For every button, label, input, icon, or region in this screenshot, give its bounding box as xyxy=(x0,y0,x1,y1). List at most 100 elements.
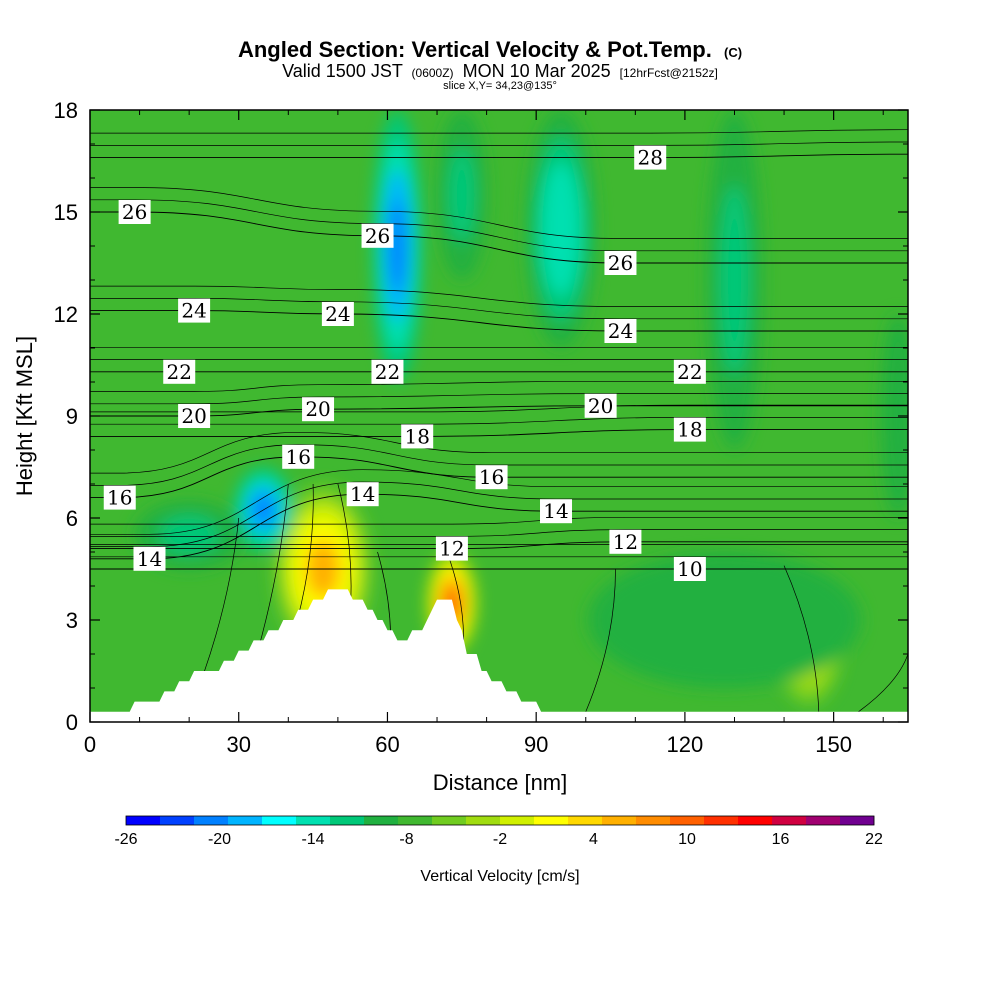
theta-contour-lowlevel xyxy=(585,568,616,712)
theta-label-text: 14 xyxy=(350,482,375,506)
theta-label-bg xyxy=(475,465,508,490)
theta-label-16: 16 xyxy=(282,444,315,469)
velocity-feature-downdraft-6 xyxy=(526,110,596,348)
theta-label-bg xyxy=(584,393,617,418)
theta-label-20: 20 xyxy=(584,393,617,418)
theta-label-24: 24 xyxy=(321,302,354,326)
theta-label-14: 14 xyxy=(133,546,166,571)
theta-contour-lowlevel xyxy=(783,565,820,712)
colorbar-swatch xyxy=(738,816,773,825)
y-axis-label: Height [Kft MSL] xyxy=(12,336,37,496)
theta-label-bg xyxy=(604,319,637,343)
theta-contour-minor xyxy=(90,469,908,535)
theta-label-text: 20 xyxy=(305,397,330,421)
colorbar-swatch xyxy=(670,816,705,825)
colorbar-tick-label: 22 xyxy=(865,831,883,848)
theta-label-text: 18 xyxy=(404,424,429,448)
colorbar-swatch xyxy=(262,816,297,825)
colorbar-swatch xyxy=(398,816,433,825)
colorbar-tick-label: -26 xyxy=(114,831,137,848)
colorbar-tick-label: 10 xyxy=(678,831,696,848)
theta-label-text: 26 xyxy=(608,251,633,275)
theta-label-bg xyxy=(163,359,196,384)
subtitle-date: MON 10 Mar 2025 xyxy=(463,61,611,81)
theta-label-bg xyxy=(133,546,166,571)
theta-label-12: 12 xyxy=(435,536,468,561)
theta-contour-minor xyxy=(90,404,908,413)
theta-label-bg xyxy=(634,145,667,170)
plot-area: 10 12 12 14 14 14 16 16 16 18 18 20 20 20 22 22 22 24 24 24… xyxy=(90,110,908,722)
colorbar-tick-label: 4 xyxy=(589,831,598,848)
velocity-feature-downdraft-7 xyxy=(437,110,487,280)
theta-label-20: 20 xyxy=(302,397,335,422)
theta-label-text: 16 xyxy=(285,445,310,469)
colorbar-swatch xyxy=(704,816,739,825)
theta-label-22: 22 xyxy=(673,359,706,384)
theta-contour-minor xyxy=(90,393,908,405)
colorbar-swatch xyxy=(772,816,807,825)
colorbar-swatch xyxy=(568,816,603,825)
velocity-feature-downdraft-10 xyxy=(588,552,861,688)
colorbar-tick-label: -20 xyxy=(208,831,231,848)
velocity-band xyxy=(549,188,573,270)
theta-label-text: 24 xyxy=(325,302,350,326)
theta-label-text: 22 xyxy=(375,360,400,384)
theta-label-text: 18 xyxy=(677,418,702,442)
theta-contour-minor xyxy=(90,444,908,486)
theta-contour-minor xyxy=(90,187,908,239)
x-tick-label: 120 xyxy=(667,732,704,757)
theta-label-bg xyxy=(435,536,468,561)
x-tick-label: 90 xyxy=(524,732,548,757)
colorbar-swatch xyxy=(466,816,501,825)
theta-label-text: 12 xyxy=(439,537,464,561)
theta-label-24: 24 xyxy=(178,298,211,323)
velocity-band xyxy=(678,596,771,644)
theta-label-text: 22 xyxy=(167,360,192,384)
velocity-band xyxy=(453,166,471,224)
x-tick-label: 0 xyxy=(84,732,96,757)
theta-label-bg xyxy=(673,359,706,384)
theta-contour-labels: 10 12 12 14 14 14 16 16 16 18 18 20 20 20 22 22 22 24 24 24… xyxy=(103,145,706,581)
theta-label-22: 22 xyxy=(163,359,196,384)
y-tick-label: 9 xyxy=(66,404,78,429)
theta-label-text: 22 xyxy=(677,360,702,384)
theta-label-text: 10 xyxy=(677,557,702,581)
theta-label-text: 20 xyxy=(181,404,206,428)
chart-subtitle: Valid 1500 JST (0600Z) MON 10 Mar 2025 [… xyxy=(282,61,718,81)
y-tick-label: 3 xyxy=(66,608,78,633)
velocity-feature-downdraft-8 xyxy=(707,110,762,450)
theta-label-22: 22 xyxy=(371,359,404,384)
theta-label-bg xyxy=(118,200,151,224)
x-tick-label: 150 xyxy=(815,732,852,757)
theta-contour-minor xyxy=(90,298,908,320)
theta-contour-12 xyxy=(90,541,908,550)
theta-label-bg xyxy=(604,251,637,275)
theta-label-16: 16 xyxy=(103,485,136,510)
theta-label-text: 12 xyxy=(613,530,638,554)
colorbar-swatch xyxy=(534,816,569,825)
theta-label-bg xyxy=(282,444,315,469)
theta-label-26: 26 xyxy=(118,200,151,224)
theta-contour-minor xyxy=(90,529,908,537)
theta-label-18: 18 xyxy=(673,417,706,442)
slice-label: slice X,Y= 34,23@135° xyxy=(443,80,557,92)
y-tick-label: 15 xyxy=(54,200,78,225)
colorbar-tick-label: -8 xyxy=(399,831,413,848)
chart-title-text: Angled Section: Vertical Velocity & Pot.… xyxy=(238,37,712,62)
colorbar-swatch xyxy=(330,816,365,825)
theta-label-bg xyxy=(401,424,434,449)
theta-contour-minor xyxy=(90,199,908,252)
velocity-band xyxy=(725,222,744,338)
chart-title: Angled Section: Vertical Velocity & Pot.… xyxy=(238,37,742,62)
subtitle-utc: (0600Z) xyxy=(412,66,454,80)
theta-contour-minor xyxy=(90,129,908,134)
theta-label-bg xyxy=(371,359,404,384)
theta-label-14: 14 xyxy=(540,499,573,524)
y-axis: 0 3 6 9 12 15 18 xyxy=(54,98,908,735)
theta-contour-minor xyxy=(90,285,908,307)
colorbar-tick-label: 16 xyxy=(772,831,790,848)
theta-contour-minor xyxy=(90,516,908,525)
colorbar-label: Vertical Velocity [cm/s] xyxy=(420,868,579,885)
colorbar-swatch xyxy=(432,816,467,825)
